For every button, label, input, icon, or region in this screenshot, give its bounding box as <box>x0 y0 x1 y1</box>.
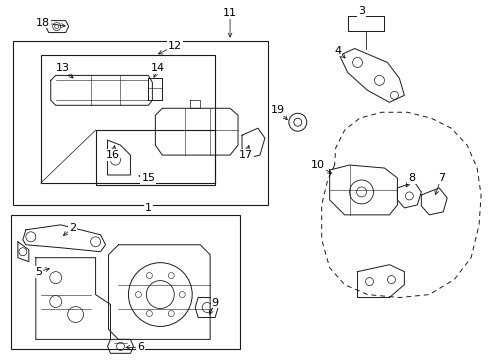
Bar <box>13 41 267 205</box>
Bar <box>95 130 215 185</box>
Text: 6: 6 <box>137 342 143 352</box>
Bar <box>41 55 215 183</box>
Text: 4: 4 <box>333 45 341 55</box>
Text: 12: 12 <box>168 41 182 50</box>
Text: 9: 9 <box>211 297 218 307</box>
Text: 8: 8 <box>407 173 414 183</box>
Text: 17: 17 <box>239 150 252 160</box>
Text: 5: 5 <box>35 267 42 276</box>
Text: 16: 16 <box>105 150 119 160</box>
Text: 19: 19 <box>270 105 285 115</box>
Text: 11: 11 <box>223 8 237 18</box>
Text: 1: 1 <box>144 203 152 213</box>
Text: 3: 3 <box>357 6 365 15</box>
Text: 14: 14 <box>151 63 165 73</box>
Text: 7: 7 <box>437 173 444 183</box>
Text: 13: 13 <box>56 63 70 73</box>
Text: 15: 15 <box>141 173 155 183</box>
Text: 2: 2 <box>69 223 76 233</box>
Text: 18: 18 <box>36 18 50 28</box>
Text: 10: 10 <box>310 160 324 170</box>
Bar <box>11 215 240 349</box>
